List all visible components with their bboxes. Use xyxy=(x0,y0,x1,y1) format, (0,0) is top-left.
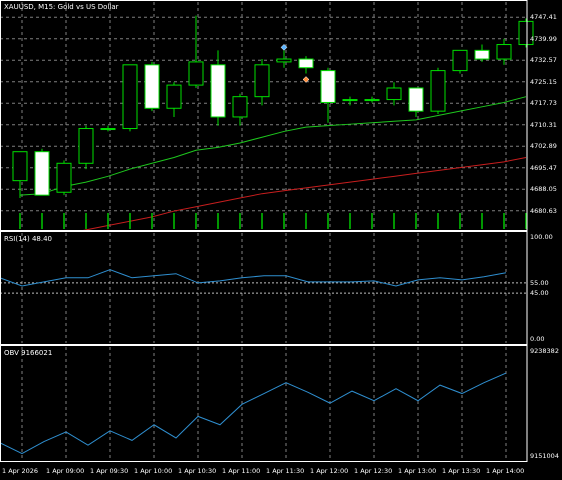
obv-indicator xyxy=(0,372,507,455)
ma-line-red xyxy=(77,157,527,231)
candle-body xyxy=(210,64,226,118)
price-label: 4680.63 xyxy=(530,206,557,215)
candle xyxy=(144,61,160,112)
candle-body xyxy=(100,128,116,131)
candle-body xyxy=(408,87,424,112)
candlesticks xyxy=(12,15,534,199)
candle-body xyxy=(496,44,512,60)
candle-body xyxy=(254,64,270,98)
candle-body xyxy=(474,49,490,60)
candle-body xyxy=(144,64,160,109)
rsi-line xyxy=(0,269,507,287)
time-label: 1 Apr 13:00 xyxy=(398,467,437,475)
price-label: 4688.05 xyxy=(530,185,557,194)
candle xyxy=(210,50,226,126)
price-label: 4702.89 xyxy=(530,142,557,151)
candle-body xyxy=(518,20,534,46)
time-label: 1 Apr 12:30 xyxy=(354,467,393,475)
candle xyxy=(254,59,270,106)
candle-body xyxy=(298,58,314,69)
candle-body xyxy=(188,61,204,86)
chart-grid xyxy=(0,2,527,460)
candle xyxy=(298,56,314,74)
candle xyxy=(276,50,292,68)
candle xyxy=(408,87,424,117)
candle-body xyxy=(166,84,182,109)
candle xyxy=(496,38,512,65)
candle xyxy=(364,96,380,103)
candle-body xyxy=(364,99,380,102)
time-label: 1 Apr 12:00 xyxy=(310,467,349,475)
obv-scale-label: 9238382 xyxy=(530,347,559,355)
price-label: 4710.31 xyxy=(530,120,557,129)
volume-bars xyxy=(19,213,527,229)
candle xyxy=(100,125,116,132)
candle-body xyxy=(232,96,248,118)
time-label: 1 Apr 11:30 xyxy=(266,467,305,475)
candle-body xyxy=(12,151,28,182)
candle-body xyxy=(386,87,402,101)
candle xyxy=(188,15,204,88)
time-label: 1 Apr 14:00 xyxy=(486,467,525,475)
trade-markers xyxy=(280,43,310,83)
time-label: 1 Apr 10:30 xyxy=(178,467,217,475)
rsi-level-label: 55.00 xyxy=(530,278,549,287)
rsi-indicator xyxy=(0,269,507,287)
panel-borders xyxy=(0,0,528,462)
candle xyxy=(12,151,28,199)
price-label: 4717.73 xyxy=(530,99,557,108)
candle xyxy=(56,160,72,196)
time-label: 1 Apr 11:00 xyxy=(222,467,261,475)
candle-body xyxy=(452,49,468,72)
rsi-level-label: 0.00 xyxy=(530,335,545,343)
candle xyxy=(386,82,402,106)
rsi-level-label: 45.00 xyxy=(530,289,549,298)
panel-border xyxy=(0,345,528,462)
candle xyxy=(166,82,182,117)
panel-border xyxy=(0,231,528,345)
time-label: 1 Apr 09:00 xyxy=(46,467,85,475)
price-label: 4725.15 xyxy=(530,77,557,86)
obv-line xyxy=(0,372,507,455)
candle-body xyxy=(430,70,446,112)
candle xyxy=(518,18,534,48)
rsi-title: RSI(14) 48.40 xyxy=(4,235,53,243)
time-label: 1 Apr 10:00 xyxy=(134,467,173,475)
candle xyxy=(320,67,336,123)
rsi-level-label: 100.00 xyxy=(530,233,553,241)
candle xyxy=(78,125,94,170)
candle xyxy=(474,44,490,62)
panel-border xyxy=(0,0,528,231)
time-label: 1 Apr 13:30 xyxy=(442,467,481,475)
candle xyxy=(342,96,358,106)
chart-title: XAUUSD, M15: Gold vs US Dollar xyxy=(4,3,119,11)
time-label: 1 Apr 2026 xyxy=(2,467,39,475)
price-label: 4732.57 xyxy=(530,56,557,65)
candle xyxy=(430,67,446,115)
candle xyxy=(232,93,248,126)
ma-line-green xyxy=(19,96,527,196)
candle xyxy=(122,64,138,132)
candle xyxy=(452,49,468,74)
candle-body xyxy=(320,70,336,103)
candle-body xyxy=(78,128,94,164)
candle-body xyxy=(342,99,358,102)
sell-marker-icon xyxy=(302,76,310,83)
candle-body xyxy=(122,64,138,130)
time-label: 1 Apr 09:30 xyxy=(90,467,129,475)
moving-averages xyxy=(19,96,527,231)
obv-scale-label: 9151004 xyxy=(530,452,559,460)
obv-title: OBV 9166021 xyxy=(4,349,53,357)
price-label: 4747.41 xyxy=(530,13,557,22)
price-label: 4739.99 xyxy=(530,34,557,43)
price-label: 4695.47 xyxy=(530,163,557,172)
candle xyxy=(34,148,50,196)
candle-body xyxy=(276,58,292,63)
candle-body xyxy=(56,162,72,193)
buy-marker-icon xyxy=(280,43,288,51)
candle-body xyxy=(34,151,50,196)
